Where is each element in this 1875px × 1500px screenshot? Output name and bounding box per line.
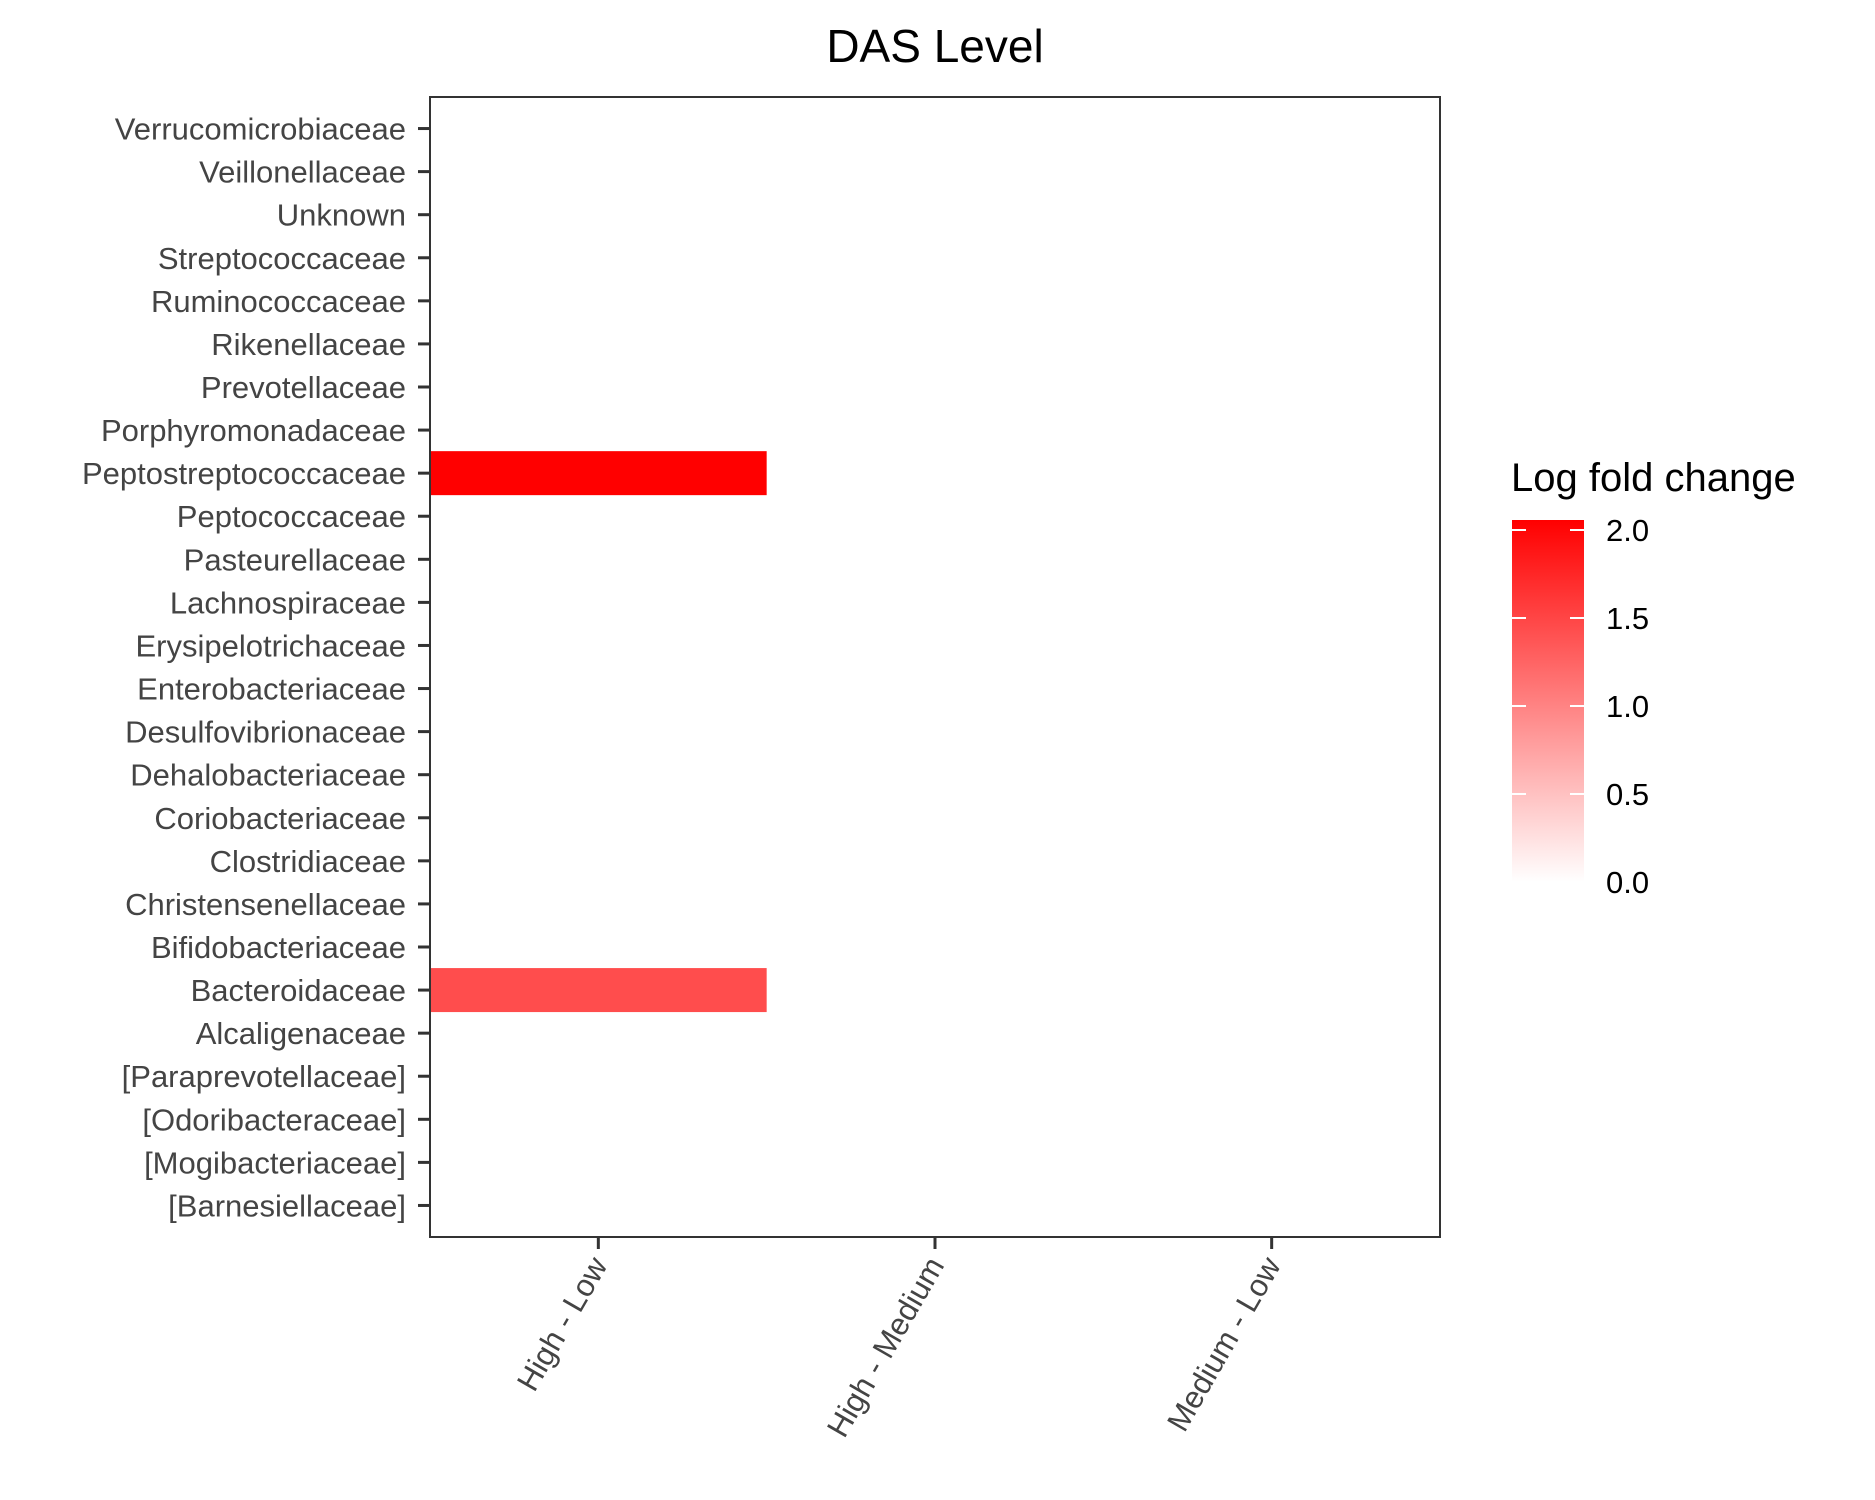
legend-tick-label: 1.5 [1606, 601, 1649, 636]
y-axis: Verrucomicrobiaceae Veillonellaceae Unknow… [82, 112, 430, 1223]
chart-title: DAS Level [826, 20, 1043, 72]
y-tick-label: Desulfovibrionaceae [125, 715, 406, 750]
y-tick-label: Bifidobacteriaceae [151, 930, 406, 965]
y-tick-label: Veillonellaceae [199, 155, 406, 190]
y-tick-label: Rikenellaceae [211, 327, 406, 362]
legend-tick-label: 0.0 [1606, 865, 1649, 900]
heatmap-cell [430, 968, 767, 1013]
y-tick-label: Pasteurellaceae [184, 542, 406, 577]
y-tick-label: [Odoribacteraceae] [142, 1102, 406, 1137]
legend-tick-label: 1.0 [1606, 689, 1649, 724]
heatmap-cells [430, 451, 767, 1013]
y-tick-label: Prevotellaceae [201, 370, 406, 405]
y-tick-label: Peptostreptococcaceae [82, 456, 406, 491]
y-tick-label: [Paraprevotellaceae] [122, 1059, 406, 1094]
x-tick-label: High - Medium [820, 1251, 951, 1443]
legend-tick-label: 2.0 [1606, 513, 1649, 548]
y-tick-label: [Barnesiellaceae] [168, 1188, 406, 1223]
y-tick-label: Christensenellaceae [125, 887, 406, 922]
color-legend: Log fold change 0.0 0.5 1.0 1.5 2.0 [1511, 456, 1796, 900]
legend-title: Log fold change [1511, 456, 1796, 500]
x-tick-label: Medium - Low [1160, 1250, 1288, 1437]
y-tick-label: Ruminococcaceae [151, 284, 406, 319]
legend-colorbar [1512, 520, 1584, 882]
y-tick-label: [Mogibacteriaceae] [144, 1145, 406, 1180]
legend-ticks: 0.0 0.5 1.0 1.5 2.0 [1512, 513, 1649, 900]
legend-tick-label: 0.5 [1606, 777, 1649, 812]
y-tick-label: Peptococcaceae [177, 499, 406, 534]
y-tick-label: Unknown [277, 198, 406, 233]
heatmap-cell [430, 451, 767, 496]
x-axis: High - Low High - Medium Medium - Low [510, 1237, 1288, 1443]
y-tick-label: Verrucomicrobiaceae [115, 112, 406, 147]
plot-panel-border [429, 96, 1441, 1238]
y-tick-label: Dehalobacteriaceae [130, 758, 406, 793]
y-tick-label: Alcaligenaceae [196, 1016, 406, 1051]
y-tick-label: Enterobacteriaceae [137, 672, 406, 707]
x-tick-label: High - Low [510, 1250, 615, 1396]
y-tick-label: Coriobacteriaceae [154, 801, 406, 836]
y-tick-label: Porphyromonadaceae [101, 413, 406, 448]
y-tick-label: Streptococcaceae [158, 241, 406, 276]
y-tick-label: Clostridiaceae [210, 844, 406, 879]
y-tick-label: Bacteroidaceae [191, 973, 406, 1008]
y-tick-label: Lachnospiraceae [170, 585, 406, 620]
y-tick-label: Erysipelotrichaceae [135, 628, 406, 663]
